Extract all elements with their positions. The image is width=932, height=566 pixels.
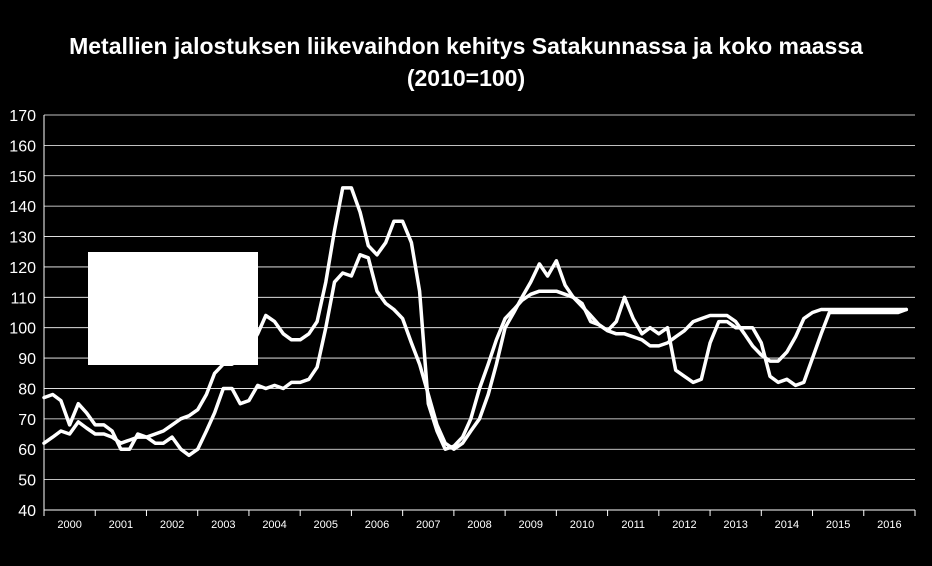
- y-tick-label: 100: [9, 321, 36, 338]
- series-line-2: [42, 186, 909, 451]
- x-tick-label: 2008: [467, 519, 491, 531]
- x-tick-label: 2010: [570, 519, 594, 531]
- series-line-1: [42, 253, 909, 458]
- x-tick-label: 2005: [314, 519, 338, 531]
- x-tick-label: 2009: [518, 519, 542, 531]
- y-tick-label: 60: [18, 442, 36, 459]
- x-tick-label: 2013: [723, 519, 747, 531]
- y-tick-label: 40: [18, 503, 36, 520]
- y-tick-label: 120: [9, 260, 36, 277]
- x-tick-label: 2006: [365, 519, 389, 531]
- y-tick-label: 170: [9, 108, 36, 125]
- x-tick-label: 2001: [109, 519, 133, 531]
- axes: [43, 115, 915, 511]
- y-tick-label: 130: [9, 230, 36, 247]
- y-tick-label: 50: [18, 473, 36, 490]
- y-tick-label: 150: [9, 169, 36, 186]
- x-tick-label: 2003: [211, 519, 235, 531]
- y-tick-label: 90: [18, 351, 36, 368]
- x-tick-label: 2016: [877, 519, 901, 531]
- y-tick-label: 80: [18, 381, 36, 398]
- y-tick-label: 140: [9, 199, 36, 216]
- x-tick-label: 2014: [775, 519, 799, 531]
- x-tick-label: 2012: [672, 519, 696, 531]
- x-tick-label: 2011: [621, 519, 645, 531]
- legend-box: [88, 252, 258, 365]
- y-tick-label: 70: [18, 412, 36, 429]
- chart-subtitle: (2010=100): [406, 65, 526, 91]
- chart-title: Metallien jalostuksen liikevaihdon kehit…: [69, 33, 863, 59]
- x-tick-label: 2004: [262, 519, 286, 531]
- y-tick-label: 160: [9, 138, 36, 155]
- x-axis-tick-labels: 2000 2001 2002 2003 2004 2005 2006 2007 2008 2009…: [43, 510, 916, 531]
- y-tick-label: 110: [10, 290, 36, 307]
- x-tick-label: 2002: [160, 519, 184, 531]
- series-lines: [42, 186, 909, 458]
- x-tick-label: 2000: [57, 519, 81, 531]
- x-tick-label: 2007: [416, 519, 440, 531]
- x-tick-label: 2015: [826, 519, 850, 531]
- y-axis-tick-labels: 40 50 60 70 80 90 100 110 120 130 140 150 160 170: [9, 108, 36, 520]
